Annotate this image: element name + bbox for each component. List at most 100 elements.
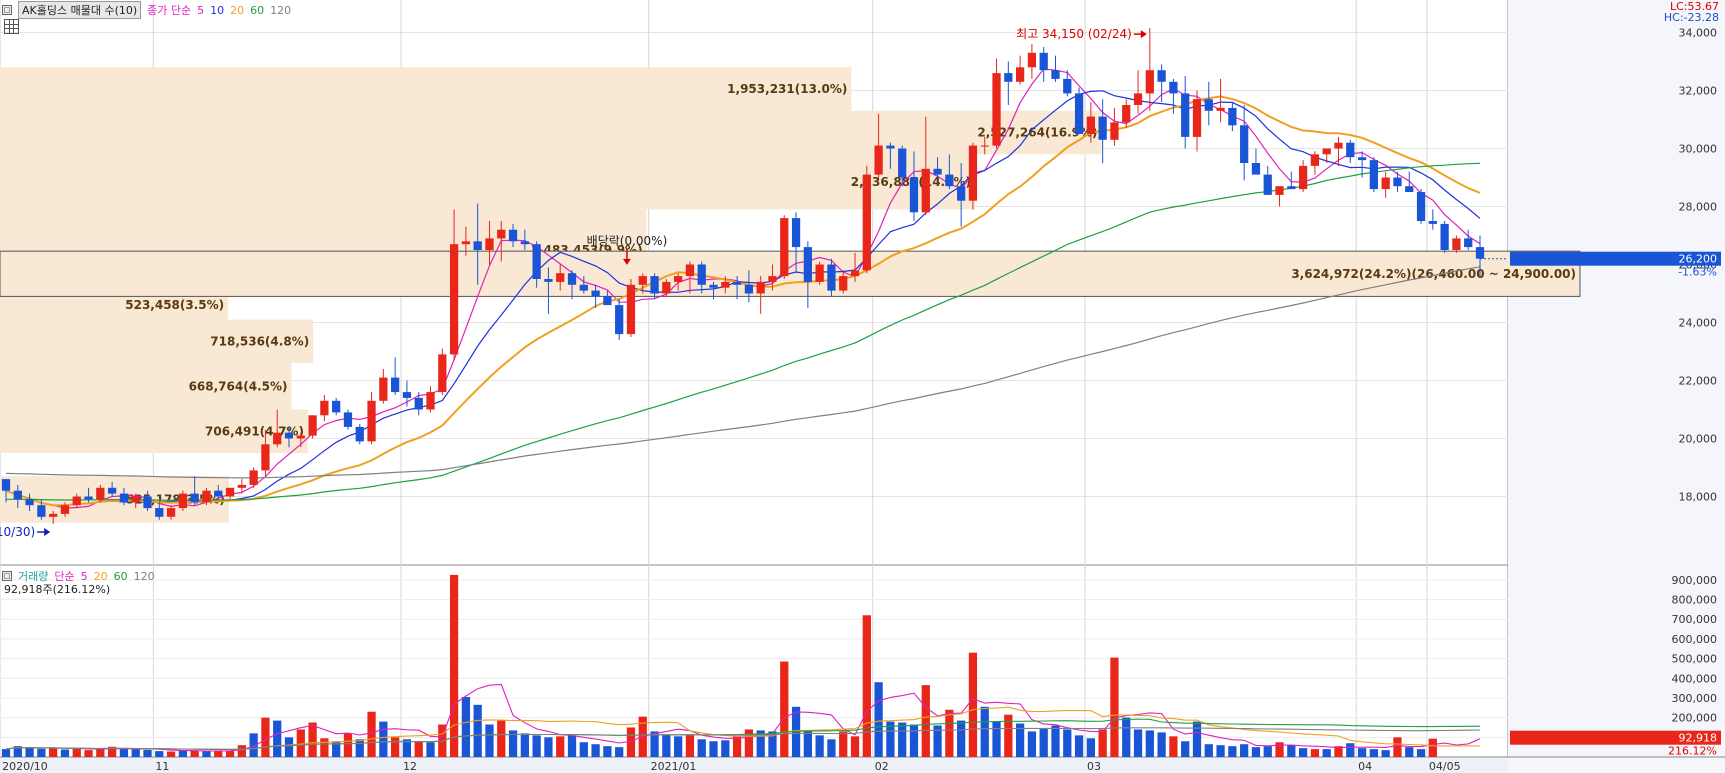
low-annotation: 최저 17,050 (10/30) [0, 525, 35, 539]
volume-profile-label: 2,527,264(16.9%) [977, 126, 1097, 140]
volume-tick-label: 400,000 [1672, 672, 1718, 685]
volume-bar [261, 717, 270, 757]
collapse-icon[interactable]: □ [2, 5, 12, 15]
date-tick-label: 03 [1087, 760, 1101, 773]
volume-bar [1251, 747, 1261, 757]
volume-bar [1240, 744, 1249, 757]
volume-bar [1098, 729, 1107, 757]
volume-bar [1346, 743, 1355, 757]
candle-body [1169, 81, 1178, 94]
volume-bar [296, 729, 305, 757]
volume-bar [131, 749, 140, 757]
volume-bar [508, 730, 518, 757]
candle-body [1039, 52, 1048, 71]
volume-bar [803, 731, 812, 757]
candle-body [898, 148, 907, 178]
volume-tick-label: 600,000 [1672, 633, 1718, 646]
volume-bar [685, 734, 695, 757]
candle-body [886, 145, 895, 149]
candle-body [709, 284, 718, 288]
volume-bar [850, 736, 860, 757]
volume-title: 거래량 [18, 570, 49, 583]
candle-body [756, 281, 765, 294]
candle-body [615, 305, 624, 335]
volume-bar [214, 750, 223, 757]
volume-bar [249, 733, 258, 757]
volume-bar [355, 739, 364, 757]
candle-body [485, 238, 494, 250]
volume-bar [1322, 749, 1331, 757]
volume-bar [49, 747, 58, 757]
volume-profile: 523,458(3.5%)718,536(4.8%)668,764(4.5%)7… [0, 67, 1581, 523]
vol-ma-60: 60 [113, 569, 128, 583]
candle-body [874, 145, 883, 175]
candle-body [438, 354, 447, 393]
candle-body [992, 73, 1001, 146]
candle-body [1405, 186, 1414, 192]
collapse-volume-icon[interactable]: □ [2, 571, 12, 581]
volume-bar [744, 729, 754, 757]
volume-bar [166, 751, 176, 757]
volume-bar [1405, 747, 1414, 757]
candle-body [1310, 154, 1320, 166]
chart-title[interactable]: AK홀딩스 매물대 수(10) [18, 1, 142, 19]
volume-bar [626, 727, 636, 757]
moving-averages [5, 68, 1481, 509]
volume-profile-bar [0, 67, 852, 111]
volume-bar [615, 747, 624, 757]
candle-body [166, 508, 176, 517]
candle-body [697, 264, 706, 285]
volume-bar [332, 741, 341, 757]
candle-body [1122, 105, 1131, 123]
price-tick-label: 18,000 [1679, 491, 1718, 504]
candle-body [379, 377, 388, 401]
candle-body [744, 284, 754, 294]
candle-body [556, 273, 565, 282]
candle-body [1440, 223, 1449, 250]
volume-bar [1381, 750, 1390, 757]
volume-bar [909, 724, 919, 757]
candle-body [1051, 70, 1060, 79]
candle-body [1357, 157, 1367, 161]
volume-bar [544, 737, 553, 757]
vol-ma-5: 5 [80, 569, 88, 583]
volume-bar [709, 741, 718, 757]
candle-body [367, 400, 376, 442]
volume-tick-label: 700,000 [1672, 613, 1718, 626]
candle-body [567, 273, 577, 285]
candle-body [391, 377, 400, 393]
price-tick-label: 34,000 [1679, 27, 1718, 40]
candle-body [214, 490, 223, 497]
candle-body [1145, 70, 1154, 94]
volume-bar [1181, 741, 1190, 757]
volume-bar [1298, 748, 1308, 757]
volume-bar [980, 706, 989, 757]
candle-body [1322, 148, 1331, 155]
volume-bar [886, 721, 895, 757]
volume-bar [921, 685, 930, 757]
dividend-annotation: 배당락(0.00%) [587, 234, 668, 248]
candle-body [839, 276, 848, 291]
candle-body [1251, 163, 1261, 175]
volume-bar [780, 661, 789, 757]
volume-bar [1287, 745, 1296, 757]
volume-bar [1192, 721, 1202, 757]
ma-line-60 [6, 162, 1481, 501]
volume-bar [1, 749, 11, 757]
volume-bar [485, 724, 494, 757]
volume-profile-bar [0, 319, 314, 364]
dividend-arrow-head [622, 258, 631, 265]
candle-body [921, 168, 930, 213]
volume-bar [343, 733, 353, 757]
grid-table-icon[interactable] [4, 19, 19, 34]
candle-body [1334, 142, 1343, 149]
candle-body [933, 168, 942, 175]
candle-body [1027, 52, 1037, 68]
candle-body [296, 435, 305, 439]
candle-body [225, 487, 235, 497]
candle-body [60, 505, 70, 514]
candle-body [1475, 247, 1485, 259]
candle-body [603, 296, 612, 306]
volume-profile-label: 523,458(3.5%) [125, 298, 224, 312]
candle-body [1287, 186, 1296, 190]
